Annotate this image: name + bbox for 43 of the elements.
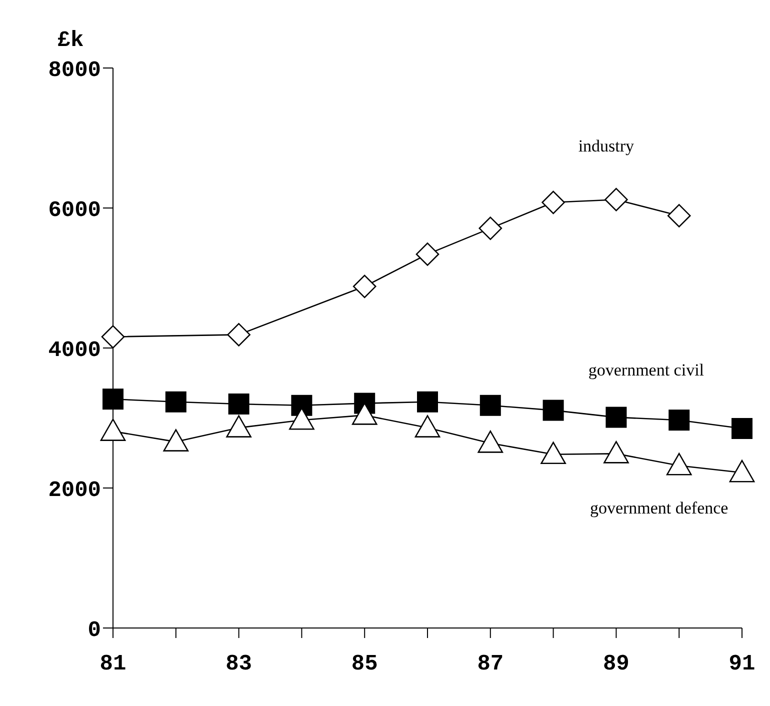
- point: [101, 325, 125, 348]
- y-tick-label: 8000: [48, 58, 101, 83]
- series-label: government civil: [588, 360, 704, 380]
- point: [289, 407, 314, 430]
- point: [478, 430, 504, 453]
- point: [352, 274, 376, 298]
- x-tick-label: 89: [602, 652, 630, 677]
- point: [666, 452, 692, 476]
- x-tick-label: 83: [226, 652, 252, 677]
- point: [604, 188, 628, 212]
- point: [542, 400, 564, 421]
- point: [417, 391, 438, 412]
- point: [604, 441, 629, 464]
- x-tick-label: 81: [100, 652, 126, 677]
- point: [414, 415, 440, 438]
- point: [227, 323, 250, 346]
- point: [416, 242, 440, 266]
- point: [352, 402, 378, 425]
- y-axis-title: £k: [57, 28, 84, 53]
- y-tick-label: 0: [88, 618, 101, 643]
- point: [102, 388, 124, 410]
- point: [163, 429, 189, 452]
- y-tick-label: 6000: [48, 198, 101, 223]
- point: [729, 460, 755, 482]
- point: [165, 391, 186, 412]
- point: [100, 418, 126, 441]
- point: [667, 204, 691, 228]
- x-tick-label: 85: [351, 652, 378, 677]
- point: [480, 394, 501, 416]
- point: [226, 415, 252, 438]
- point: [668, 410, 690, 431]
- x-tick-label: 87: [477, 652, 504, 677]
- point: [540, 442, 566, 464]
- x-tick-label: 91: [728, 652, 756, 677]
- y-tick-label: 4000: [48, 338, 101, 363]
- text: industry: [578, 136, 635, 156]
- point: [542, 190, 565, 214]
- point: [732, 418, 752, 439]
- y-tick-label: 2000: [48, 478, 101, 503]
- point: [228, 394, 250, 414]
- point: [606, 406, 627, 428]
- series-label: government defence: [590, 498, 728, 518]
- point: [478, 216, 502, 240]
